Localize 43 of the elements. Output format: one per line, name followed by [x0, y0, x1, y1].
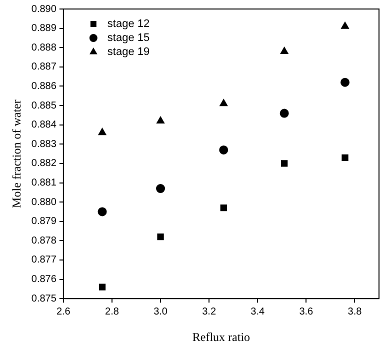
x-tick-label: 3.0 [154, 306, 168, 318]
x-tick-label: 2.8 [105, 306, 120, 318]
x-tick-label: 3.6 [299, 306, 314, 318]
point [340, 78, 350, 87]
y-tick-label: 0.878 [31, 235, 57, 246]
x-tick-label: 2.6 [56, 306, 71, 318]
y-tick-label: 0.890 [31, 4, 57, 15]
x-tick-label: 3.2 [202, 306, 216, 318]
y-tick-label: 0.877 [31, 254, 57, 266]
point [281, 160, 288, 167]
point [341, 22, 349, 29]
y-tick-label: 0.881 [31, 178, 57, 189]
point [157, 233, 164, 240]
point [156, 184, 166, 194]
y-axis-title: Mole fraction of water [9, 100, 24, 208]
x-axis-title: Reflux ratio [192, 330, 250, 344]
y-tick-label: 0.889 [31, 23, 57, 34]
point [220, 99, 228, 106]
legend-label: stage 15 [107, 32, 150, 44]
x-tick-label: 3.4 [250, 306, 266, 318]
point [98, 284, 106, 290]
legend-label: stage 12 [107, 18, 150, 30]
y-tick-label: 0.876 [31, 274, 57, 286]
x-tick-label: 3.8 [348, 306, 362, 318]
point [219, 145, 228, 154]
y-tick-label: 0.883 [31, 138, 57, 150]
y-tick-label: 0.888 [31, 42, 57, 54]
point [280, 108, 289, 118]
y-tick-label: 0.886 [31, 80, 57, 92]
point [280, 46, 288, 54]
point [342, 154, 348, 161]
y-tick-label: 0.887 [31, 62, 57, 73]
y-tick-label: 0.880 [31, 196, 57, 208]
y-tick-label: 0.885 [31, 100, 57, 112]
y-tick-label: 0.882 [31, 158, 57, 170]
y-tick-label: 0.879 [31, 216, 57, 228]
y-tick-label: 0.875 [31, 293, 57, 304]
point [98, 207, 107, 216]
legend-label: stage 19 [107, 46, 150, 58]
point [156, 116, 164, 124]
point [220, 204, 227, 212]
point [98, 128, 106, 136]
y-tick-label: 0.884 [31, 120, 57, 131]
